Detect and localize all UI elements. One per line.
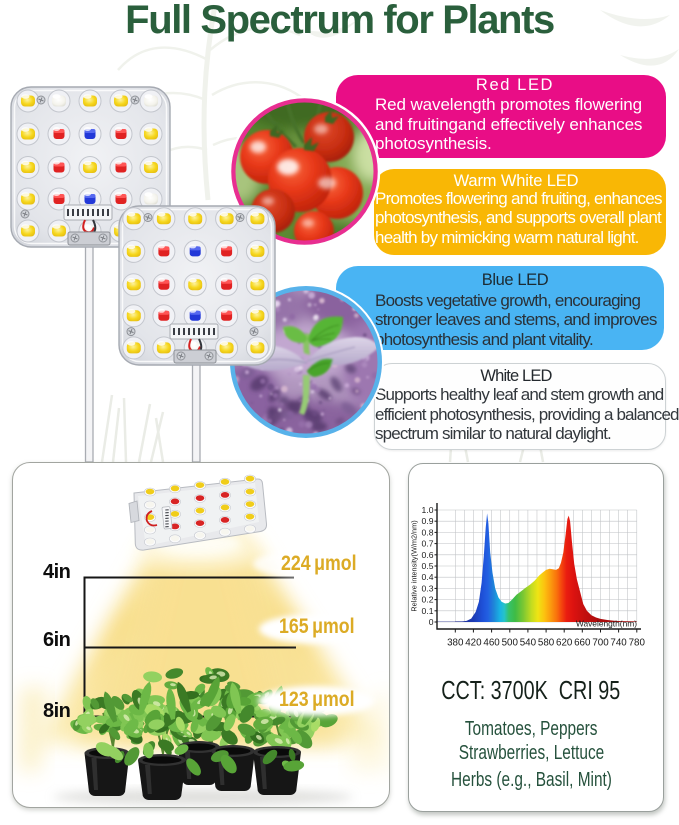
svg-text:0.7: 0.7 [422, 539, 434, 549]
svg-text:0.8: 0.8 [422, 527, 434, 537]
svg-text:0.6: 0.6 [422, 550, 434, 560]
svg-text:380: 380 [447, 638, 464, 649]
svg-text:540: 540 [520, 638, 537, 649]
svg-text:620: 620 [556, 638, 573, 649]
svg-text:0: 0 [429, 617, 434, 627]
svg-text:0.2: 0.2 [422, 595, 434, 605]
svg-text:660: 660 [574, 638, 591, 649]
svg-text:580: 580 [538, 638, 555, 649]
svg-text:Wavelength(nm): Wavelength(nm) [576, 619, 637, 629]
svg-text:460: 460 [483, 638, 500, 649]
svg-text:0.4: 0.4 [422, 572, 434, 582]
svg-text:500: 500 [502, 638, 519, 649]
svg-text:0.9: 0.9 [422, 516, 434, 526]
svg-text:780: 780 [629, 638, 646, 649]
svg-text:0.1: 0.1 [422, 606, 434, 616]
svg-text:Relative intensity(W/m2/nm): Relative intensity(W/m2/nm) [410, 520, 419, 611]
svg-text:420: 420 [465, 638, 482, 649]
svg-text:0.5: 0.5 [422, 561, 434, 571]
svg-text:700: 700 [592, 638, 609, 649]
svg-text:740: 740 [610, 638, 627, 649]
svg-text:0.3: 0.3 [422, 583, 434, 593]
svg-text:1.0: 1.0 [422, 505, 434, 515]
